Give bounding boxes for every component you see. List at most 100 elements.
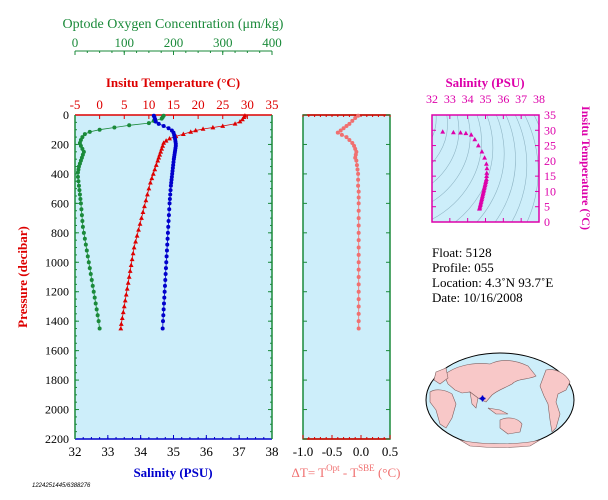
salinity-point [165, 230, 170, 235]
map-australia [499, 417, 523, 435]
temperature-point [143, 197, 149, 203]
temperature-point [118, 325, 124, 331]
delta-point [356, 304, 361, 309]
ts-salinity-tick-label: 34 [462, 92, 474, 106]
delta-point [356, 189, 361, 194]
delta-point [356, 183, 361, 188]
map-americas [539, 369, 571, 433]
delta-point [354, 163, 359, 168]
salinity-point [160, 326, 165, 331]
pressure-tick-label: 600 [51, 196, 69, 210]
salinity-point [162, 289, 167, 294]
pressure-axis-title: Pressure (decibar) [15, 226, 30, 328]
salinity-point [163, 266, 168, 271]
delta-point [356, 282, 361, 287]
pressure-tick-label: 1000 [45, 255, 69, 269]
temperature-point [131, 244, 137, 250]
world-map [425, 352, 575, 448]
temperature-point [118, 321, 124, 326]
salinity-tick-label: 35 [167, 444, 180, 459]
oxygen-point [80, 146, 85, 151]
temperature-point [123, 292, 129, 297]
delta-point [341, 126, 346, 131]
ts-salinity-tick-label: 38 [533, 92, 545, 106]
ts-series [440, 129, 490, 211]
ts-salinity-tick-label: 33 [444, 92, 456, 106]
ts-temperature-tick-label: 5 [544, 200, 550, 214]
temperature-point [232, 121, 238, 126]
temperature-tick-label: 10 [142, 97, 155, 112]
ts-temperature-tick-label: 15 [544, 169, 556, 183]
delta-point [356, 238, 361, 243]
salinity-point [162, 295, 167, 300]
delta-point [356, 223, 361, 228]
delta-point [350, 140, 355, 145]
salinity-point [171, 163, 176, 168]
salinity-point [168, 188, 173, 193]
delta-point [356, 252, 361, 257]
pressure-tick-label: 2200 [45, 432, 69, 446]
float-location-marker [479, 395, 486, 402]
temperature-point [220, 123, 226, 128]
info-profile: Profile: 055 [432, 260, 494, 275]
temperature-point [136, 227, 141, 232]
ts-point [472, 136, 478, 142]
ts-temperature-tick-label: 25 [544, 139, 556, 153]
ts-point [483, 161, 489, 166]
ts-salinity-tick-label: 37 [515, 92, 527, 106]
oxygen-point [77, 192, 82, 197]
temperature-point [149, 175, 155, 181]
oxygen-point [92, 295, 97, 300]
ts-point [468, 132, 474, 137]
panel-borders [74, 114, 273, 440]
salinity-point [169, 177, 174, 182]
oxygen-point [79, 207, 84, 212]
oxygen-point [78, 201, 83, 206]
temperature-point [119, 315, 125, 321]
salinity-point [156, 121, 161, 126]
salinity-point [164, 260, 169, 265]
ts-point [451, 129, 456, 135]
salinity-point [163, 272, 168, 277]
temperature-point [126, 274, 132, 279]
temperature-point [122, 297, 128, 303]
temperature-tick-label: 20 [192, 97, 205, 112]
salinity-point [171, 157, 176, 162]
salinity-point [163, 277, 168, 282]
map-africa [429, 389, 457, 429]
oxygen-point [81, 230, 86, 235]
ts-point [475, 142, 481, 148]
pressure-tick-label: 2000 [45, 403, 69, 417]
ts-panel [432, 115, 539, 222]
pressure-tick-label: 400 [51, 167, 69, 181]
delta-point [356, 177, 361, 182]
oxygen-tick-label: 400 [262, 35, 282, 50]
pressure-tick-label: 200 [51, 137, 69, 151]
delta-point [335, 130, 340, 135]
oxygen-point [97, 326, 102, 331]
map-europe [433, 367, 449, 385]
temperature-point [153, 162, 159, 167]
oxygen-tick-label: 0 [72, 35, 79, 50]
oxygen-point [75, 174, 80, 179]
temperature-point [156, 155, 162, 160]
oxygen-point [76, 179, 81, 184]
temperature-point [144, 191, 150, 197]
delta-point [356, 267, 361, 272]
temperature-point [237, 119, 243, 124]
ts-point [440, 129, 446, 134]
ts-point [484, 173, 489, 178]
temperature-point [155, 158, 161, 163]
temperature-point [150, 171, 156, 176]
salinity-point [161, 124, 166, 129]
delta-point [353, 115, 358, 120]
oxygen-point [82, 236, 87, 241]
temperature-point [167, 135, 172, 141]
delta-point [356, 297, 361, 302]
pressure-tick-label: 1200 [45, 285, 69, 299]
ts-point [477, 206, 482, 211]
delta-point [356, 311, 361, 316]
ts-salinity-tick-label: 36 [497, 92, 509, 106]
temperature-point [121, 303, 127, 309]
